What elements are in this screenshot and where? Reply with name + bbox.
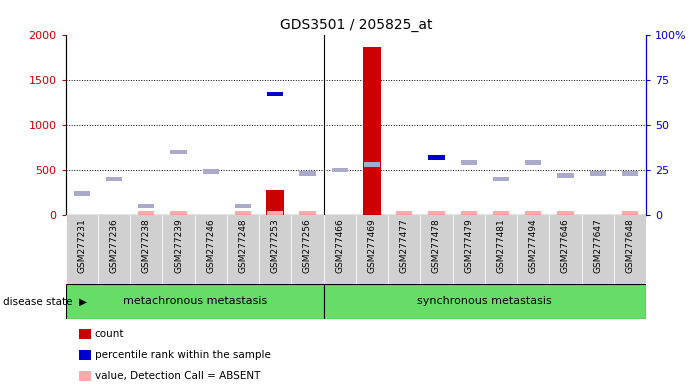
Text: GSM277469: GSM277469: [368, 218, 377, 273]
Bar: [138, 211, 154, 215]
Bar: [171, 211, 187, 215]
Bar: [202, 169, 219, 174]
Bar: [493, 211, 509, 215]
Text: GSM277466: GSM277466: [335, 218, 344, 273]
Bar: [525, 161, 541, 165]
Text: GSM277648: GSM277648: [625, 218, 634, 273]
Bar: [396, 211, 413, 215]
FancyBboxPatch shape: [323, 215, 356, 284]
Text: count: count: [95, 329, 124, 339]
Bar: [558, 173, 574, 177]
Text: synchronous metastasis: synchronous metastasis: [417, 296, 552, 306]
Bar: [364, 162, 380, 167]
Bar: [558, 211, 574, 215]
Text: GSM277238: GSM277238: [142, 218, 151, 273]
Text: GSM277494: GSM277494: [529, 218, 538, 273]
FancyBboxPatch shape: [453, 215, 485, 284]
Text: GSM277477: GSM277477: [399, 218, 409, 273]
Title: GDS3501 / 205825_at: GDS3501 / 205825_at: [280, 18, 432, 32]
Text: GSM277248: GSM277248: [238, 218, 247, 273]
FancyBboxPatch shape: [98, 215, 130, 284]
Bar: [138, 204, 154, 208]
Bar: [428, 211, 444, 215]
FancyBboxPatch shape: [582, 215, 614, 284]
Text: GSM277246: GSM277246: [206, 218, 216, 273]
Bar: [461, 211, 477, 215]
Bar: [332, 168, 348, 172]
Bar: [266, 190, 284, 215]
Bar: [235, 204, 251, 208]
FancyBboxPatch shape: [66, 215, 98, 284]
FancyBboxPatch shape: [323, 284, 646, 319]
Bar: [428, 155, 444, 159]
Bar: [267, 211, 283, 215]
FancyBboxPatch shape: [356, 215, 388, 284]
FancyBboxPatch shape: [420, 215, 453, 284]
Text: value, Detection Call = ABSENT: value, Detection Call = ABSENT: [95, 371, 260, 381]
Text: GSM277481: GSM277481: [496, 218, 506, 273]
Text: GSM277647: GSM277647: [593, 218, 603, 273]
Text: GSM277253: GSM277253: [271, 218, 280, 273]
FancyBboxPatch shape: [485, 215, 517, 284]
Bar: [622, 171, 638, 176]
Text: percentile rank within the sample: percentile rank within the sample: [95, 350, 271, 360]
Bar: [525, 211, 541, 215]
Bar: [299, 171, 316, 176]
Text: disease state  ▶: disease state ▶: [3, 296, 88, 306]
FancyBboxPatch shape: [66, 284, 323, 319]
Bar: [235, 211, 251, 215]
Bar: [363, 47, 381, 215]
Text: GSM277646: GSM277646: [561, 218, 570, 273]
Bar: [171, 150, 187, 154]
FancyBboxPatch shape: [195, 215, 227, 284]
Text: GSM277479: GSM277479: [464, 218, 473, 273]
Text: GSM277236: GSM277236: [109, 218, 119, 273]
FancyBboxPatch shape: [614, 215, 646, 284]
FancyBboxPatch shape: [259, 215, 292, 284]
Bar: [299, 211, 316, 215]
FancyBboxPatch shape: [130, 215, 162, 284]
FancyBboxPatch shape: [292, 215, 323, 284]
Bar: [106, 177, 122, 181]
Bar: [493, 177, 509, 181]
Bar: [267, 92, 283, 96]
FancyBboxPatch shape: [549, 215, 582, 284]
FancyBboxPatch shape: [162, 215, 195, 284]
Text: GSM277231: GSM277231: [77, 218, 86, 273]
FancyBboxPatch shape: [388, 215, 420, 284]
Bar: [622, 211, 638, 215]
Text: metachronous metastasis: metachronous metastasis: [122, 296, 267, 306]
Bar: [589, 171, 606, 176]
Text: GSM277256: GSM277256: [303, 218, 312, 273]
Text: GSM277239: GSM277239: [174, 218, 183, 273]
Text: GSM277478: GSM277478: [432, 218, 441, 273]
Bar: [461, 161, 477, 165]
FancyBboxPatch shape: [517, 215, 549, 284]
FancyBboxPatch shape: [227, 215, 259, 284]
Bar: [74, 191, 90, 195]
